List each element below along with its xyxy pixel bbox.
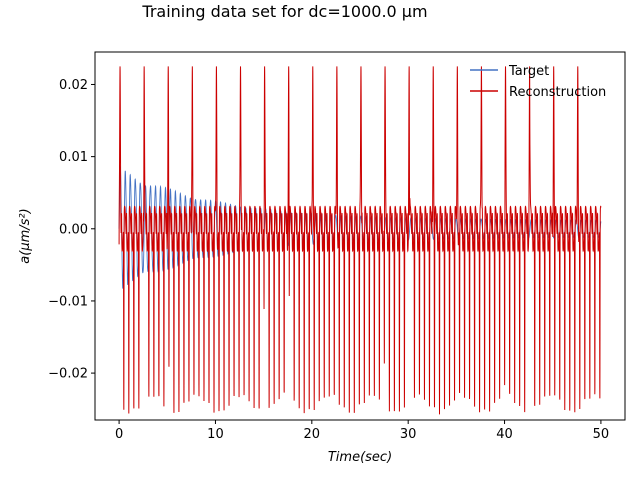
- reconstruction-series-line: [118, 66, 602, 415]
- plot-traces: [118, 66, 602, 415]
- legend-target-label: Target: [508, 64, 549, 79]
- x-tick-label: 20: [304, 427, 321, 442]
- y-tick-label: 0.02: [59, 78, 88, 93]
- y-axis-label: a(μm/s²): [18, 208, 33, 263]
- y-tick-label: −0.01: [48, 294, 88, 309]
- y-tick-label: 0.01: [59, 150, 88, 165]
- y-tick-label: 0.00: [59, 222, 88, 237]
- x-tick-label: 40: [496, 427, 513, 442]
- y-tick-label: −0.02: [48, 367, 88, 382]
- legend-reconstruction-label: Reconstruction: [509, 85, 606, 100]
- x-axis-ticks: 0 10 20 30 40 50: [115, 420, 609, 442]
- chart-title: Training data set for dc=1000.0 μm: [141, 2, 427, 21]
- x-tick-label: 10: [207, 427, 224, 442]
- legend: Target Reconstruction: [470, 64, 606, 100]
- x-axis-label: Time(sec): [328, 450, 392, 465]
- x-tick-label: 30: [400, 427, 417, 442]
- x-tick-label: 50: [593, 427, 610, 442]
- x-tick-label: 0: [115, 427, 123, 442]
- y-axis-ticks: −0.02 −0.01 0.00 0.01 0.02: [48, 78, 95, 382]
- plot-frame: [94, 51, 626, 421]
